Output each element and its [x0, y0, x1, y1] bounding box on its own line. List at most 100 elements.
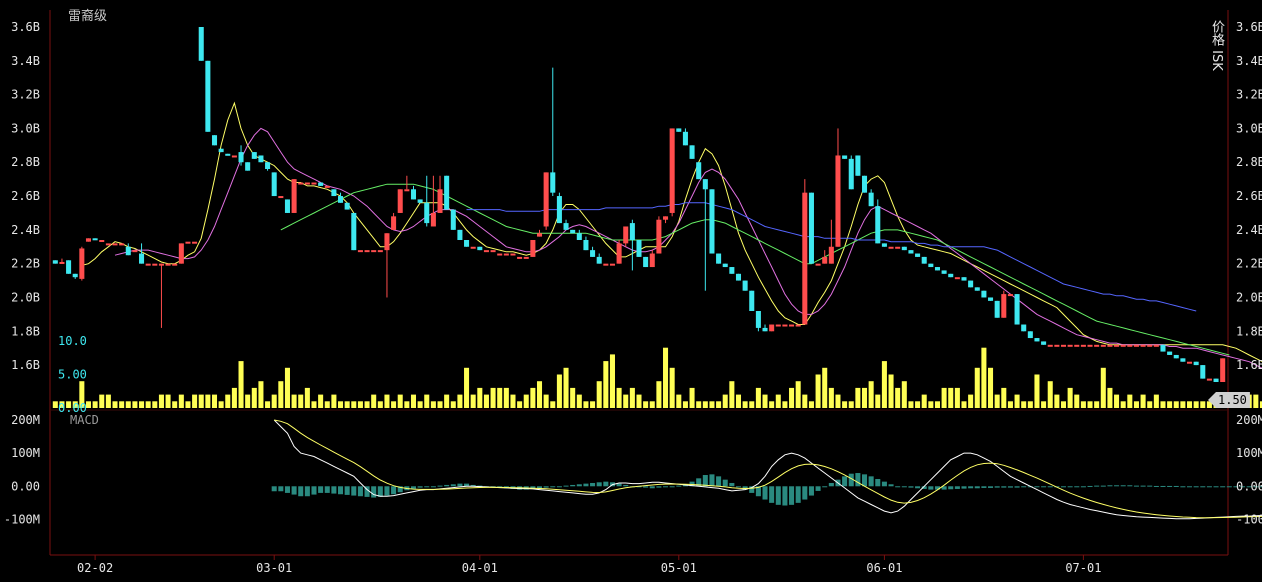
volume-bar: [211, 394, 218, 408]
candle: [908, 250, 914, 254]
candle-body: [596, 256, 602, 264]
volume-bar: [941, 387, 947, 408]
candle-body: [769, 324, 775, 332]
candle-body: [1027, 331, 1033, 339]
candle-body: [437, 189, 443, 213]
macd-panel: [271, 419, 1262, 520]
volume-bar: [284, 367, 290, 408]
macd-histogram-bar: [802, 486, 808, 500]
candle: [298, 182, 304, 185]
volume-bar: [1167, 401, 1173, 408]
macd-histogram-bar: [855, 473, 861, 487]
candle-body: [795, 324, 801, 327]
candle: [357, 250, 363, 253]
volume-bar: [1147, 401, 1153, 408]
candle-body: [1094, 344, 1100, 347]
macd-histogram-bar: [1147, 485, 1153, 487]
candle: [709, 189, 715, 254]
candle-body: [941, 270, 947, 274]
macd-histogram-bar: [1060, 486, 1067, 488]
volume-bar: [391, 401, 397, 408]
volume-bar: [384, 394, 390, 408]
candle-body: [1180, 358, 1186, 362]
volume-bar: [901, 381, 907, 408]
macd-histogram-bar: [1253, 486, 1259, 488]
candle-body: [570, 229, 576, 234]
macd-tick-right: -100M: [1236, 512, 1262, 526]
candle: [52, 260, 58, 264]
macd-histogram-bar: [815, 486, 821, 491]
candle: [510, 253, 516, 256]
candle: [158, 263, 164, 328]
candle-body: [563, 223, 569, 230]
candle: [861, 175, 868, 193]
volume-bar: [928, 401, 934, 408]
candle: [735, 273, 742, 281]
volume-bar: [351, 401, 357, 408]
volume-bar: [755, 387, 761, 408]
candle-body: [331, 189, 337, 197]
macd-tick-left: -100M: [4, 512, 40, 526]
volume-bars: [52, 347, 1262, 408]
candle: [205, 60, 211, 132]
macd-histogram-bar: [1153, 485, 1159, 487]
candle: [225, 153, 231, 156]
candle-body: [895, 246, 901, 249]
volume-bar: [517, 401, 523, 408]
candle-body: [470, 246, 476, 249]
candle: [868, 189, 874, 207]
price-tick-left: 2.6B: [11, 189, 40, 203]
volume-bar: [410, 394, 417, 408]
macd-tick-left: 200M: [11, 413, 40, 427]
candle-body: [663, 216, 669, 220]
macd-histogram-bar: [782, 486, 788, 506]
candle: [769, 324, 775, 332]
macd-histogram-bar: [908, 486, 914, 488]
candle: [629, 219, 635, 271]
candle: [119, 243, 125, 246]
candle: [789, 324, 795, 327]
macd-histogram-bar: [1167, 485, 1173, 487]
macd-histogram-bar: [729, 482, 735, 487]
volume-bar: [968, 394, 974, 408]
candle: [92, 238, 98, 241]
candle: [775, 324, 781, 327]
candle: [1193, 361, 1199, 366]
candle: [1027, 331, 1033, 339]
volume-bar: [278, 381, 284, 408]
candle: [915, 253, 921, 257]
macd-histogram-bar: [1014, 486, 1020, 488]
macd-histogram-bar: [298, 486, 304, 497]
candle-body: [1193, 361, 1199, 366]
candle-body: [881, 243, 887, 247]
volume-bar: [908, 401, 914, 408]
macd-histogram-bar: [888, 484, 894, 487]
volume-bar: [716, 401, 722, 408]
candle-body: [550, 172, 556, 193]
macd-histogram-bar: [941, 486, 947, 490]
macd-histogram-bar: [616, 483, 622, 487]
macd-histogram-bar: [676, 485, 682, 487]
volume-bar: [99, 394, 105, 408]
volume-bar: [139, 401, 145, 408]
macd-histogram-bar: [291, 486, 297, 495]
candle: [523, 256, 529, 259]
candle-body: [483, 250, 489, 253]
candle-body: [716, 253, 722, 264]
price-tick-left: 1.8B: [11, 324, 40, 338]
macd-histogram-bar: [742, 486, 748, 490]
volume-bar: [231, 387, 237, 408]
macd-histogram-bar: [1259, 486, 1262, 488]
candle-body: [576, 233, 582, 240]
candle: [198, 27, 204, 61]
candle: [1007, 294, 1013, 297]
candle: [437, 175, 443, 213]
volume-bar: [868, 381, 874, 408]
candle: [649, 250, 655, 268]
candle: [245, 162, 251, 171]
date-tick-label: 03-01: [256, 561, 292, 575]
volume-bar: [590, 401, 596, 408]
price-tick-right: 1.6B: [1236, 358, 1262, 372]
volume-bar: [822, 367, 828, 408]
